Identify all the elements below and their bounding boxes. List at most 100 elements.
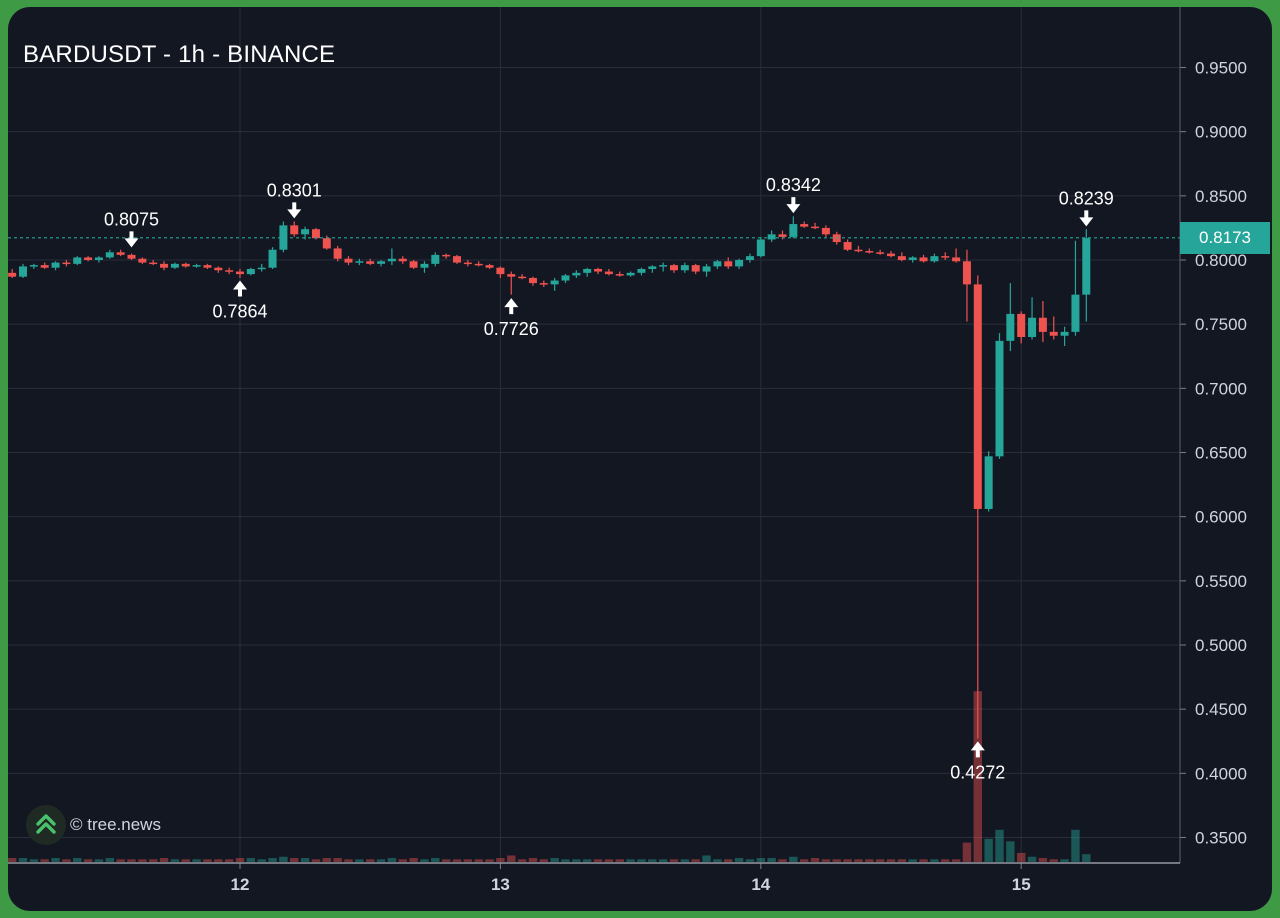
volume-bar [539, 859, 548, 862]
volume-bar [474, 859, 483, 862]
candle-body [138, 258, 147, 263]
volume-bar [94, 859, 104, 862]
candle-body [485, 265, 494, 268]
volume-bar [116, 859, 125, 862]
y-tick-label: 0.5000 [1195, 636, 1247, 655]
volume-bar [290, 858, 299, 862]
volume-bar [224, 859, 234, 862]
volume-bar [62, 859, 71, 862]
arrow-up-icon [233, 280, 247, 297]
annotation-below: 0.7726 [484, 298, 539, 339]
volume-bar [854, 859, 863, 862]
volume-bar [745, 859, 755, 862]
y-tick-label: 0.7000 [1195, 379, 1247, 398]
annotation-above: 0.8075 [104, 209, 159, 248]
annotation-above: 0.8239 [1059, 188, 1114, 227]
candle-body [745, 256, 754, 260]
candle-body [550, 280, 559, 285]
volume-bar [800, 859, 809, 862]
candle-body [908, 257, 917, 260]
volume-bar [561, 859, 570, 862]
candle-body [876, 252, 885, 254]
volume-bar [680, 859, 690, 862]
price-annotations: 0.8075 0.8301 0.8342 0.8239 0.7864 0.7726 0.42… [104, 175, 1114, 782]
candle-body [311, 229, 320, 239]
volume-bar [214, 859, 223, 862]
volume-bar [8, 858, 17, 862]
candle-body [615, 274, 624, 276]
candle-body [789, 224, 798, 237]
volume-bar [463, 859, 473, 862]
candle-body [496, 267, 505, 275]
candle-body [811, 226, 820, 229]
volume-bar [246, 858, 256, 862]
candle-body [431, 254, 440, 264]
volume-bar [344, 859, 353, 862]
candle-body [333, 248, 342, 259]
volume-bar [268, 858, 277, 862]
volume-bar [376, 859, 386, 862]
y-tick-label: 0.7500 [1195, 315, 1247, 334]
volume-bar [973, 691, 982, 862]
candle-body [51, 262, 60, 268]
candle-body [40, 265, 49, 268]
volume-bar [73, 858, 82, 862]
candle-body [1028, 317, 1037, 337]
volume-bar [734, 858, 744, 862]
candle-body [897, 256, 906, 260]
volume-bar [626, 859, 635, 862]
candle-body [1006, 313, 1015, 341]
candle-body [160, 263, 169, 268]
annotation-label: 0.7726 [484, 319, 539, 339]
candlestick-chart[interactable]: 0.8075 0.8301 0.8342 0.8239 0.7864 0.7726 0.42… [8, 7, 1272, 911]
candle-body [670, 265, 678, 271]
x-tick-label: 15 [1012, 875, 1031, 894]
y-tick-label: 0.4000 [1195, 764, 1247, 783]
volume-bar [485, 859, 494, 862]
volume-bar [604, 859, 614, 862]
arrow-down-icon [124, 231, 139, 248]
candle-body [344, 258, 353, 263]
y-tick-label: 0.4500 [1195, 700, 1247, 719]
candle-body [865, 251, 874, 253]
volume-bar [452, 859, 462, 862]
candle-body [420, 263, 429, 268]
candle-body [583, 268, 592, 273]
candle-body [659, 265, 668, 267]
volume-bar [1006, 841, 1015, 862]
candle-body [257, 267, 266, 270]
candle-body [290, 225, 299, 235]
y-tick-label: 0.3500 [1195, 829, 1247, 848]
y-tick-label: 0.5500 [1195, 572, 1247, 591]
volume-bar [843, 859, 852, 862]
candle-body [62, 262, 71, 265]
volume-bars [8, 691, 1091, 862]
volume-bar [810, 858, 820, 862]
arrow-up-icon [970, 741, 985, 758]
candle-body [1071, 294, 1080, 332]
candle-body [680, 265, 689, 271]
volume-bar [149, 859, 158, 862]
volume-bar [528, 858, 538, 862]
candle-body [192, 265, 201, 267]
candle-body [854, 249, 863, 252]
annotation-label: 0.8239 [1059, 188, 1114, 208]
candle-body [8, 272, 17, 277]
volume-bar [930, 859, 939, 862]
x-tick-label: 14 [751, 875, 770, 894]
annotation-below: 0.7864 [212, 280, 268, 321]
candle-body [105, 252, 114, 258]
volume-bar [431, 858, 440, 862]
axes: 0.9500 0.9000 0.8500 0.8000 0.7500 0.7000 0.65… [8, 7, 1247, 894]
volume-bar [322, 858, 331, 862]
candle-body [236, 271, 244, 275]
candle-body [604, 271, 613, 275]
arrow-down-icon [786, 197, 801, 214]
volume-bar [550, 858, 559, 862]
candle-body [1049, 331, 1058, 336]
volume-bar [1027, 856, 1037, 862]
volume-bar [1049, 859, 1058, 862]
volume-bar [1038, 858, 1048, 862]
volume-bar [300, 858, 310, 862]
volume-bar [637, 859, 646, 862]
